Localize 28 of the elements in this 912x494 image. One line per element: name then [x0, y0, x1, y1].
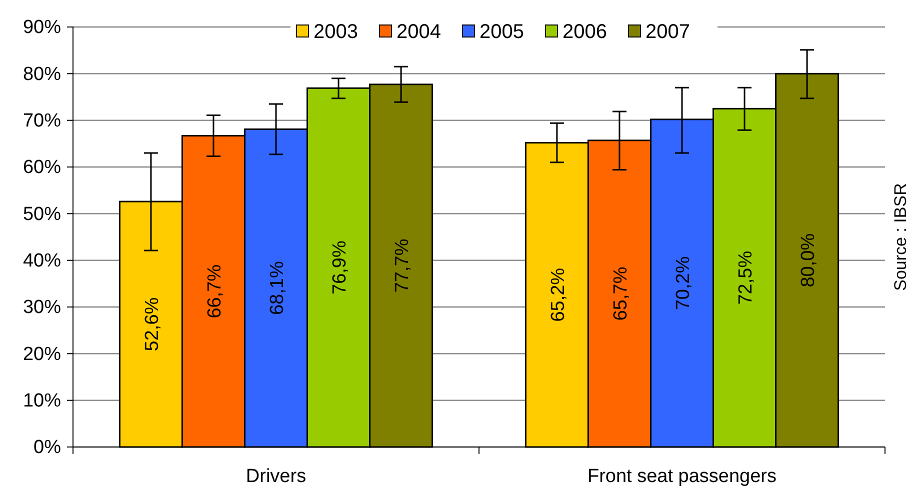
y-tick-label: 50%	[22, 204, 62, 225]
x-tick-label: Front seat passengers	[587, 466, 777, 487]
legend-label: 2005	[480, 21, 524, 43]
data-label: 72,5%	[736, 250, 757, 305]
data-label: 65,2%	[548, 268, 569, 322]
y-tick-label: 40%	[22, 250, 62, 272]
y-tick-label: 20%	[22, 344, 62, 365]
y-tick-label: 70%	[22, 110, 62, 132]
data-label: 68,1%	[267, 261, 288, 316]
legend-label: 2007	[646, 21, 690, 43]
y-tick-label: 60%	[22, 157, 62, 178]
data-label: 80,0%	[798, 233, 820, 288]
y-tick-label: 80%	[22, 64, 62, 85]
data-label: 77,7%	[392, 238, 414, 293]
legend-label: 2003	[314, 21, 358, 43]
y-tick-label: 0%	[34, 437, 62, 458]
y-tick-label: 90%	[22, 17, 62, 38]
data-label: 66,7%	[204, 264, 226, 318]
legend-label: 2006	[562, 21, 607, 43]
source-note: Source : IBSR	[891, 183, 910, 291]
data-label: 52,6%	[142, 297, 163, 352]
data-label: 70,2%	[673, 256, 694, 310]
legend-label: 2004	[396, 21, 441, 43]
x-tick-label: Drivers	[246, 466, 306, 487]
data-label: 65,7%	[610, 266, 632, 321]
y-tick-label: 30%	[22, 297, 62, 318]
data-label: 76,9%	[330, 240, 351, 295]
y-tick-label: 10%	[22, 390, 62, 412]
